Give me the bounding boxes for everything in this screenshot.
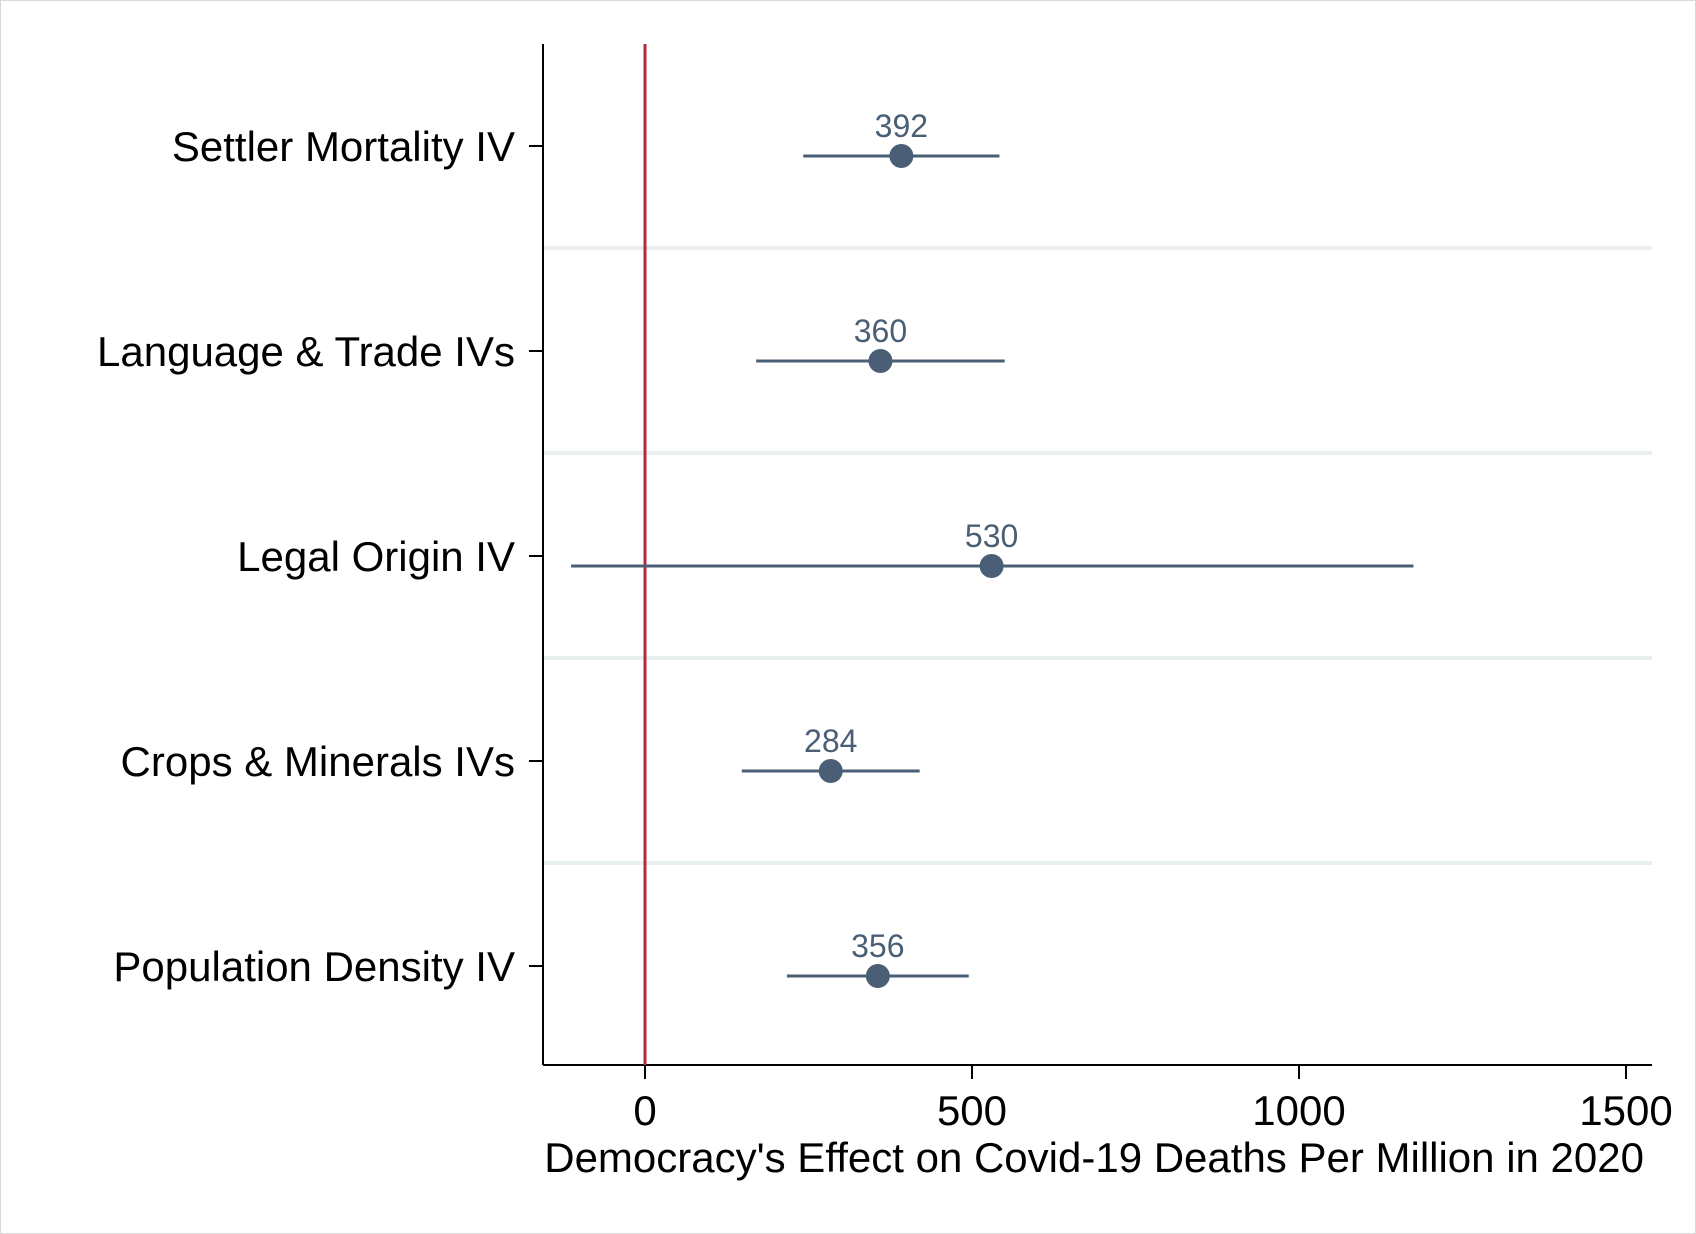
data-label: 356 [851,928,904,964]
point-estimate [979,554,1004,578]
axis-layer: 0 500 1000 1500 Settler Mortality IV Language… [97,44,1673,1134]
point-estimate [818,759,843,783]
grid-layer [543,246,1652,865]
point-estimate [865,964,890,988]
y-tick-label: Language & Trade IVs [97,328,515,375]
point-estimate [889,144,914,168]
data-label: 284 [804,723,857,759]
point-estimate [868,349,893,373]
labels-layer: 392 360 530 284 356 [804,108,1018,964]
data-label: 392 [875,108,928,144]
x-tick-label: 0 [633,1087,656,1134]
y-tick-label: Population Density IV [113,943,515,990]
data-label: 360 [854,313,907,349]
x-tick-label: 500 [937,1087,1007,1134]
y-tick-label: Legal Origin IV [237,533,515,580]
x-axis-title: Democracy's Effect on Covid-19 Deaths Pe… [544,1134,1644,1181]
x-tick-label: 1000 [1252,1087,1345,1134]
x-tick-label: 1500 [1579,1087,1672,1134]
marks-layer [571,144,1414,988]
y-tick-label: Settler Mortality IV [172,123,515,170]
data-label: 530 [965,518,1018,554]
y-tick-label: Crops & Minerals IVs [121,738,515,785]
